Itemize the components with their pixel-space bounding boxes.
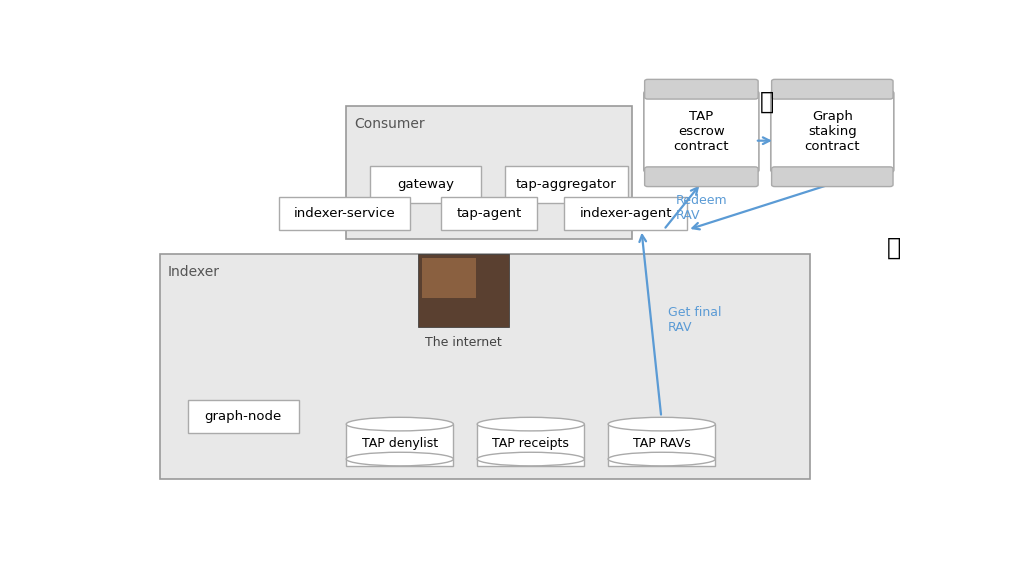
FancyBboxPatch shape — [279, 197, 410, 230]
FancyBboxPatch shape — [771, 91, 894, 172]
Text: TAP denylist: TAP denylist — [361, 437, 438, 450]
FancyBboxPatch shape — [160, 254, 811, 479]
Ellipse shape — [346, 417, 454, 431]
Text: graph-node: graph-node — [205, 410, 282, 423]
Text: Indexer: Indexer — [168, 265, 220, 279]
Bar — [477, 424, 585, 466]
Text: Get final
RAV: Get final RAV — [668, 306, 721, 334]
Ellipse shape — [346, 452, 454, 466]
FancyBboxPatch shape — [564, 197, 687, 230]
Text: 💰: 💰 — [887, 236, 901, 260]
FancyBboxPatch shape — [441, 197, 537, 230]
Ellipse shape — [608, 452, 715, 466]
FancyBboxPatch shape — [422, 258, 476, 298]
Text: TAP receipts: TAP receipts — [493, 437, 569, 450]
FancyBboxPatch shape — [370, 166, 481, 203]
Text: Redeem
RAV: Redeem RAV — [676, 194, 727, 222]
FancyBboxPatch shape — [418, 254, 509, 327]
Text: TAP RAVs: TAP RAVs — [633, 437, 690, 450]
Ellipse shape — [477, 417, 585, 431]
Text: TAP
escrow
contract: TAP escrow contract — [674, 110, 729, 153]
FancyBboxPatch shape — [772, 80, 893, 99]
Bar — [346, 424, 454, 466]
FancyBboxPatch shape — [772, 167, 893, 187]
FancyBboxPatch shape — [187, 400, 299, 433]
Text: 💰: 💰 — [760, 90, 774, 114]
Text: Graph
staking
contract: Graph staking contract — [805, 110, 860, 153]
Text: tap-agent: tap-agent — [457, 207, 521, 220]
Bar — [608, 424, 715, 466]
Text: The internet: The internet — [425, 336, 502, 349]
Ellipse shape — [477, 452, 585, 466]
Text: Consumer: Consumer — [354, 117, 425, 131]
Ellipse shape — [608, 417, 715, 431]
FancyBboxPatch shape — [645, 80, 758, 99]
FancyBboxPatch shape — [644, 91, 759, 172]
Text: gateway: gateway — [397, 178, 454, 191]
Text: indexer-agent: indexer-agent — [580, 207, 672, 220]
FancyBboxPatch shape — [505, 166, 628, 203]
FancyBboxPatch shape — [346, 106, 632, 238]
FancyBboxPatch shape — [645, 167, 758, 187]
Text: tap-aggregator: tap-aggregator — [516, 178, 616, 191]
Text: indexer-service: indexer-service — [294, 207, 395, 220]
